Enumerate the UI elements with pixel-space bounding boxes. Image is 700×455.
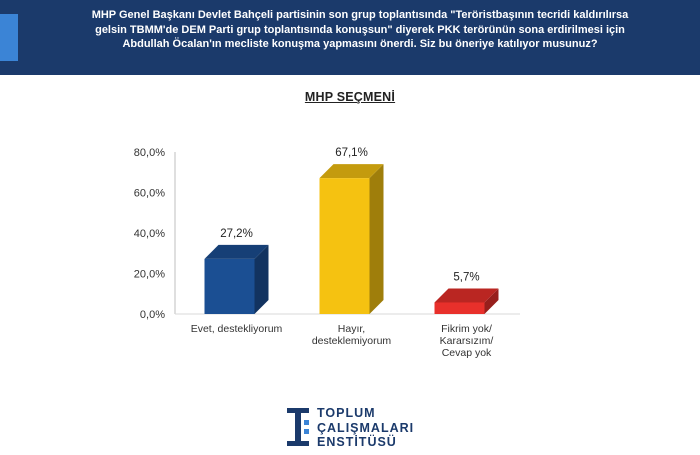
y-tick-label: 0,0% [140, 309, 165, 321]
bar-top [319, 164, 384, 179]
survey-question: MHP Genel Başkanı Devlet Bahçeli partisi… [91, 9, 629, 50]
category-label: Kararsızım/ [440, 335, 494, 347]
bar-side [369, 164, 384, 314]
logo-line-3: ENSTİTÜSÜ [317, 435, 397, 449]
y-tick-label: 20,0% [134, 269, 165, 281]
category-label: desteklemiyorum [312, 335, 392, 347]
y-tick-label: 80,0% [134, 147, 165, 159]
y-tick-label: 60,0% [134, 188, 165, 200]
y-tick-label: 40,0% [134, 228, 165, 240]
bar-side [484, 288, 499, 314]
logo-wordmark: TOPLUM ÇALIŞMALARI ENSTİTÜSÜ [317, 406, 414, 450]
category-label: Evet, destekliyorum [191, 323, 283, 335]
bar [204, 258, 255, 314]
bar-top [204, 244, 269, 259]
chart-title-wrap: MHP SEÇMENİ [0, 88, 700, 106]
bar-value-label: 5,7% [453, 271, 479, 283]
bar [434, 302, 485, 314]
category-label: Fikrim yok/ [441, 323, 492, 335]
banner-accent-bar [0, 14, 18, 61]
logo-line-2: ÇALIŞMALARI [317, 420, 415, 435]
bar-side [254, 244, 269, 314]
question-banner: MHP Genel Başkanı Devlet Bahçeli partisi… [0, 0, 700, 75]
bar-value-label: 67,1% [335, 147, 368, 159]
category-label: Cevap yok [442, 347, 492, 359]
bar [319, 178, 370, 314]
bar-top [434, 288, 499, 303]
bar-value-label: 27,2% [220, 228, 253, 240]
logo-mark-icon [287, 408, 309, 446]
chart-title: MHP SEÇMENİ [304, 90, 396, 104]
category-label: Hayır, [338, 323, 365, 335]
logo-line-1: TOPLUM [317, 406, 376, 420]
institute-logo: TOPLUM ÇALIŞMALARI ENSTİTÜSÜ [287, 406, 447, 452]
